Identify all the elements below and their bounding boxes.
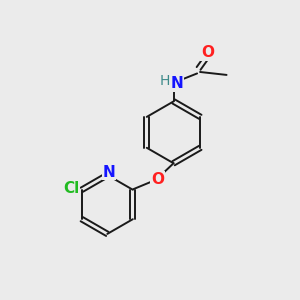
Text: N: N — [171, 76, 184, 91]
Text: Cl: Cl — [63, 181, 80, 196]
Text: O: O — [201, 45, 214, 60]
Text: N: N — [102, 165, 115, 180]
Text: H: H — [160, 74, 170, 88]
Text: O: O — [151, 172, 164, 187]
